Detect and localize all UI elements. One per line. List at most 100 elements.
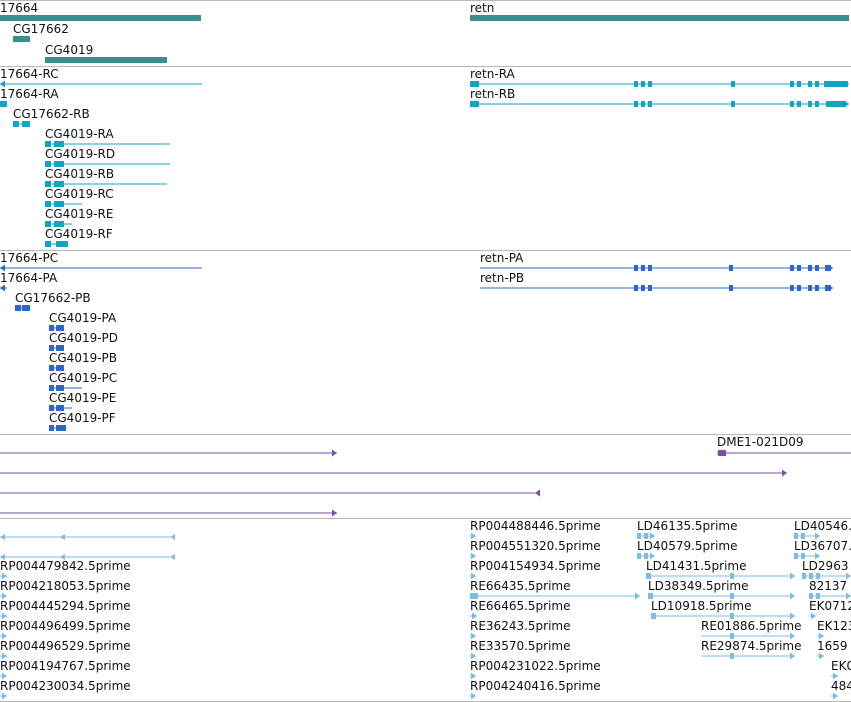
feature[interactable]: CG4019-PD — [49, 331, 118, 352]
feature[interactable]: RP004488446.5prime — [470, 519, 601, 540]
feature[interactable]: CG4019-RF — [45, 227, 113, 248]
feature[interactable]: RE33570.5prime — [470, 639, 571, 660]
feature-label: LD40579.5prime — [637, 539, 738, 553]
feature[interactable]: 484 — [831, 679, 851, 700]
strand-arrow-icon — [471, 672, 476, 680]
exon-block — [797, 81, 801, 87]
strand-arrow-icon — [833, 692, 838, 700]
feature[interactable]: CG4019-PA — [49, 311, 117, 332]
feature[interactable]: retn-RA — [470, 67, 849, 88]
feature[interactable]: retn-PB — [480, 271, 833, 292]
feature[interactable]: CG4019-RA — [45, 127, 170, 148]
feature[interactable]: 17664-PC — [0, 251, 202, 272]
feature[interactable]: 1659 — [817, 639, 848, 660]
feature[interactable]: 17664-RA — [0, 87, 59, 108]
strand-arrow-icon — [0, 534, 5, 540]
clone-feature[interactable] — [0, 469, 787, 477]
feature[interactable]: EK0 — [831, 659, 851, 680]
feature[interactable]: CG4019-RC — [45, 187, 114, 208]
strand-arrow-icon — [635, 592, 640, 600]
feature[interactable]: LD40546. — [794, 519, 851, 540]
feature[interactable]: RP004230034.5prime — [0, 679, 131, 700]
feature[interactable]: CG4019 — [45, 43, 167, 63]
feature[interactable]: 17664-RC — [0, 67, 202, 88]
feature[interactable]: LD40579.5prime — [637, 539, 738, 560]
feature[interactable]: EK123 — [817, 619, 851, 640]
strand-arrow-icon — [15, 304, 20, 312]
exon-block — [648, 593, 653, 599]
feature[interactable]: RP004218053.5prime — [0, 579, 131, 600]
feature[interactable]: EK0712 — [809, 599, 851, 620]
feature[interactable]: CG4019-PC — [49, 371, 117, 392]
feature-label: 17664-PC — [0, 251, 58, 265]
strand-arrow-icon — [833, 672, 838, 680]
feature[interactable]: retn-RB — [470, 87, 849, 108]
exon-block — [809, 573, 813, 579]
feature[interactable]: CG17662-RB — [13, 107, 90, 128]
feature-label: LD2963 — [802, 559, 848, 573]
feature[interactable]: RE01886.5prime — [701, 619, 802, 640]
feature[interactable]: CG4019-RD — [45, 147, 170, 168]
feature[interactable]: CG4019-PF — [49, 411, 116, 432]
feature[interactable]: CG4019-RE — [45, 207, 113, 228]
feature-label: 484 — [831, 679, 851, 693]
strand-arrow-icon — [2, 692, 7, 700]
feature[interactable]: retn-PA — [480, 251, 833, 272]
feature[interactable]: 82137 — [809, 579, 851, 600]
feature[interactable]: RP004496499.5prime — [0, 619, 131, 640]
strand-arrow-icon — [49, 344, 54, 352]
feature[interactable]: RE36243.5prime — [470, 619, 571, 640]
exon-block — [56, 325, 64, 331]
exon-block — [808, 81, 812, 87]
feature[interactable]: RP004496529.5prime — [0, 639, 131, 660]
clone-feature[interactable] — [0, 509, 337, 517]
feature[interactable]: RP004240416.5prime — [470, 679, 601, 700]
feature[interactable]: RP004154934.5prime — [470, 559, 601, 580]
feature[interactable]: RE66435.5prime — [470, 579, 640, 600]
feature[interactable]: 17664-PA — [0, 271, 58, 292]
exon-block — [730, 593, 734, 599]
clone-feature[interactable] — [0, 489, 540, 497]
feature[interactable]: CG4019-PB — [49, 351, 117, 372]
est-feature[interactable] — [0, 534, 175, 540]
feature[interactable]: LD41431.5prime — [646, 559, 795, 580]
feature[interactable]: DME1-021D09 — [717, 435, 851, 457]
strand-arrow-icon — [790, 612, 795, 620]
feature-label: RE66465.5prime — [470, 599, 571, 613]
feature-label: CG4019-RF — [45, 227, 113, 241]
feature-label: EK0712 — [809, 599, 851, 613]
feature[interactable]: RP004231022.5prime — [470, 659, 601, 680]
strand-arrow-icon — [811, 612, 816, 620]
feature[interactable]: LD36707. — [794, 539, 851, 560]
feature[interactable]: RE66465.5prime — [470, 599, 571, 620]
feature-label: RP004231022.5prime — [470, 659, 601, 673]
feature-label: 17664-PA — [0, 271, 58, 285]
exon-block — [802, 573, 806, 579]
feature[interactable]: RP004479842.5prime — [0, 559, 131, 580]
feature[interactable]: CG4019-PE — [49, 391, 116, 412]
feature[interactable]: RP004445294.5prime — [0, 599, 131, 620]
feature-label: CG4019-RB — [45, 167, 114, 181]
feature[interactable]: 17664 — [0, 1, 201, 21]
strand-arrow-icon — [472, 612, 477, 620]
feature[interactable]: CG17662-PB — [15, 291, 91, 312]
feature[interactable]: LD46135.5prime — [637, 519, 738, 540]
feature-label: LD40546. — [794, 519, 851, 533]
feature-label: CG4019-RC — [45, 187, 114, 201]
feature[interactable]: LD10918.5prime — [651, 599, 795, 620]
est-feature[interactable] — [0, 554, 175, 560]
feature-label: 17664-RA — [0, 87, 59, 101]
feature[interactable]: RE29874.5prime — [701, 639, 802, 660]
clone-feature[interactable] — [0, 449, 337, 457]
feature[interactable]: LD38349.5prime — [648, 579, 795, 600]
feature[interactable]: RP004194767.5prime — [0, 659, 131, 680]
feature[interactable]: retn — [470, 1, 849, 21]
strand-arrow-icon — [13, 120, 18, 128]
feature[interactable]: RP004551320.5prime — [470, 539, 601, 560]
feature[interactable]: CG4019-RB — [45, 167, 167, 188]
exon-block — [470, 101, 479, 107]
exon-block — [730, 613, 734, 619]
feature[interactable]: CG17662 — [13, 22, 69, 42]
feature[interactable]: LD2963 — [802, 559, 851, 580]
